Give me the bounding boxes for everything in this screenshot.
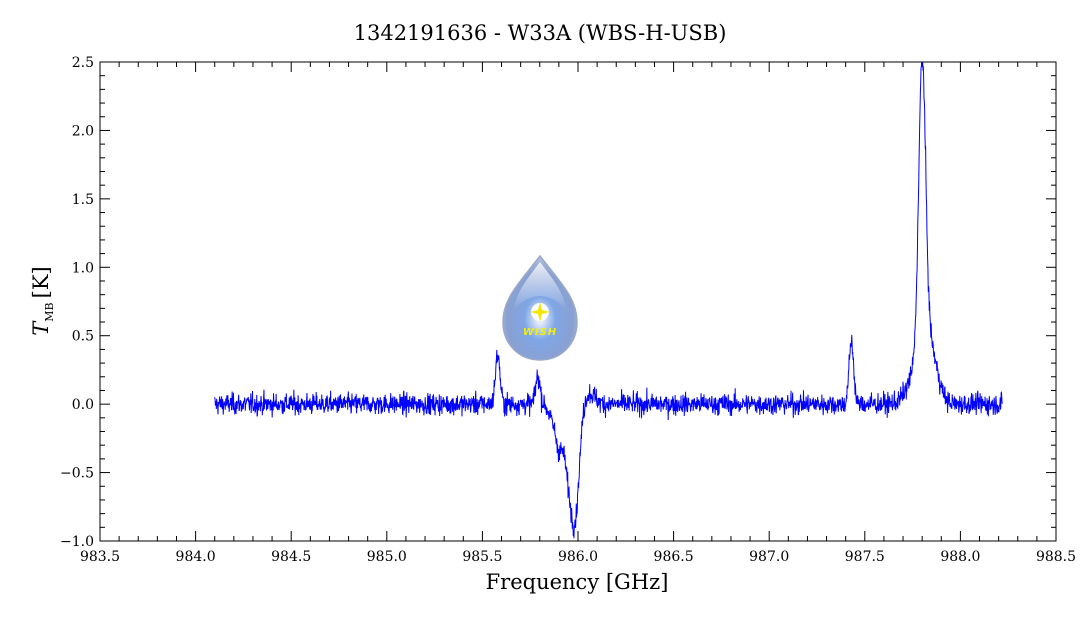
y-tick-label: −0.5 xyxy=(60,466,94,482)
x-tick-label: 984.0 xyxy=(176,549,216,565)
y-tick-label: −1.0 xyxy=(60,534,94,550)
plot-frame xyxy=(99,61,1057,542)
y-axis-unit: [K] xyxy=(29,266,53,298)
y-tick-label: 2.0 xyxy=(72,123,94,139)
logo-text: WISH xyxy=(523,327,557,338)
x-tick-label: 988.5 xyxy=(1036,549,1076,565)
drop-shine-icon xyxy=(514,262,566,310)
svg-text:TMB[K]: TMB [K] xyxy=(29,266,56,335)
y-tick-label: 1.5 xyxy=(72,192,94,208)
x-tick-label: 988.0 xyxy=(940,549,980,565)
x-tick-label: 987.0 xyxy=(749,549,789,565)
wish-logo: WISH xyxy=(502,254,578,361)
y-tick-labels: −1.0 −0.5 0.0 0.5 1.0 1.5 2.0 2.5 xyxy=(60,55,94,550)
axis-ticks xyxy=(99,61,1057,542)
x-axis-label: Frequency [GHz] xyxy=(486,570,669,594)
y-axis-symbol: T xyxy=(29,320,53,336)
series-line xyxy=(214,62,1003,539)
y-tick-label: 0.5 xyxy=(72,329,94,345)
x-tick-label: 984.5 xyxy=(271,549,311,565)
x-tick-label: 985.5 xyxy=(462,549,502,565)
x-tick-label: 983.5 xyxy=(80,549,120,565)
x-tick-label: 986.5 xyxy=(654,549,694,565)
x-tick-label: 986.0 xyxy=(558,549,598,565)
y-tick-label: 0.0 xyxy=(72,397,94,413)
x-tick-label: 987.5 xyxy=(845,549,885,565)
y-axis-label: TMB [K] xyxy=(29,266,56,335)
chart-title: 1342191636 - W33A (WBS-H-USB) xyxy=(354,21,727,45)
y-tick-label: 2.5 xyxy=(72,55,94,71)
star-icon xyxy=(530,302,550,322)
y-tick-label: 1.0 xyxy=(72,260,94,276)
x-tick-labels: 983.5 984.0 984.5 985.0 985.5 986.0 986.5 987.0… xyxy=(80,549,1076,565)
y-axis-subscript: MB xyxy=(43,302,56,321)
x-tick-label: 985.0 xyxy=(367,549,407,565)
